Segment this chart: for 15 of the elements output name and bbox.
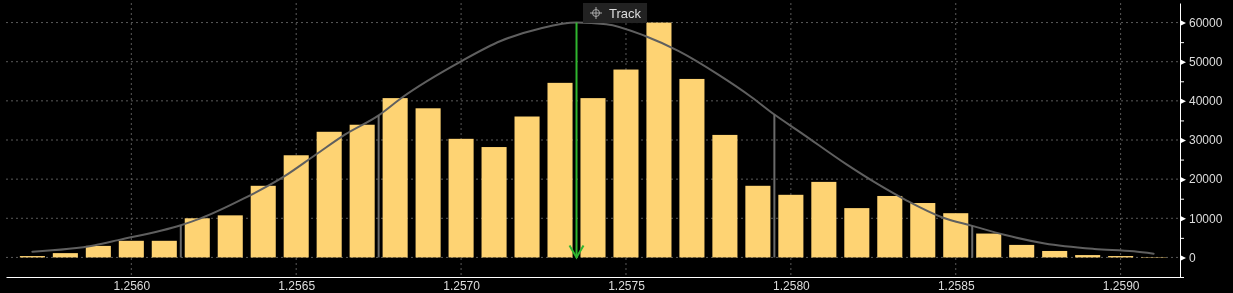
y-tick-label: 50000 (1189, 55, 1223, 70)
y-tick-label: 40000 (1189, 94, 1223, 109)
y-tick-label: 60000 (1189, 15, 1223, 30)
x-tick-label: 1.2585 (937, 278, 975, 293)
y-tick-label: 30000 (1189, 133, 1223, 148)
x-tick-label: 1.2565 (278, 278, 316, 293)
annotation: Track (609, 5, 642, 21)
x-tick-label: 1.2575 (608, 278, 646, 293)
y-tick-label: 20000 (1189, 172, 1223, 187)
y-tick-label: 10000 (1189, 211, 1223, 226)
y-tick-label: 0 (1189, 250, 1196, 265)
x-tick-label: 1.2560 (113, 278, 151, 293)
x-tick-label: 1.2580 (773, 278, 811, 293)
x-tick-label: 1.2570 (443, 278, 481, 293)
x-tick-label: 1.2590 (1102, 278, 1140, 293)
